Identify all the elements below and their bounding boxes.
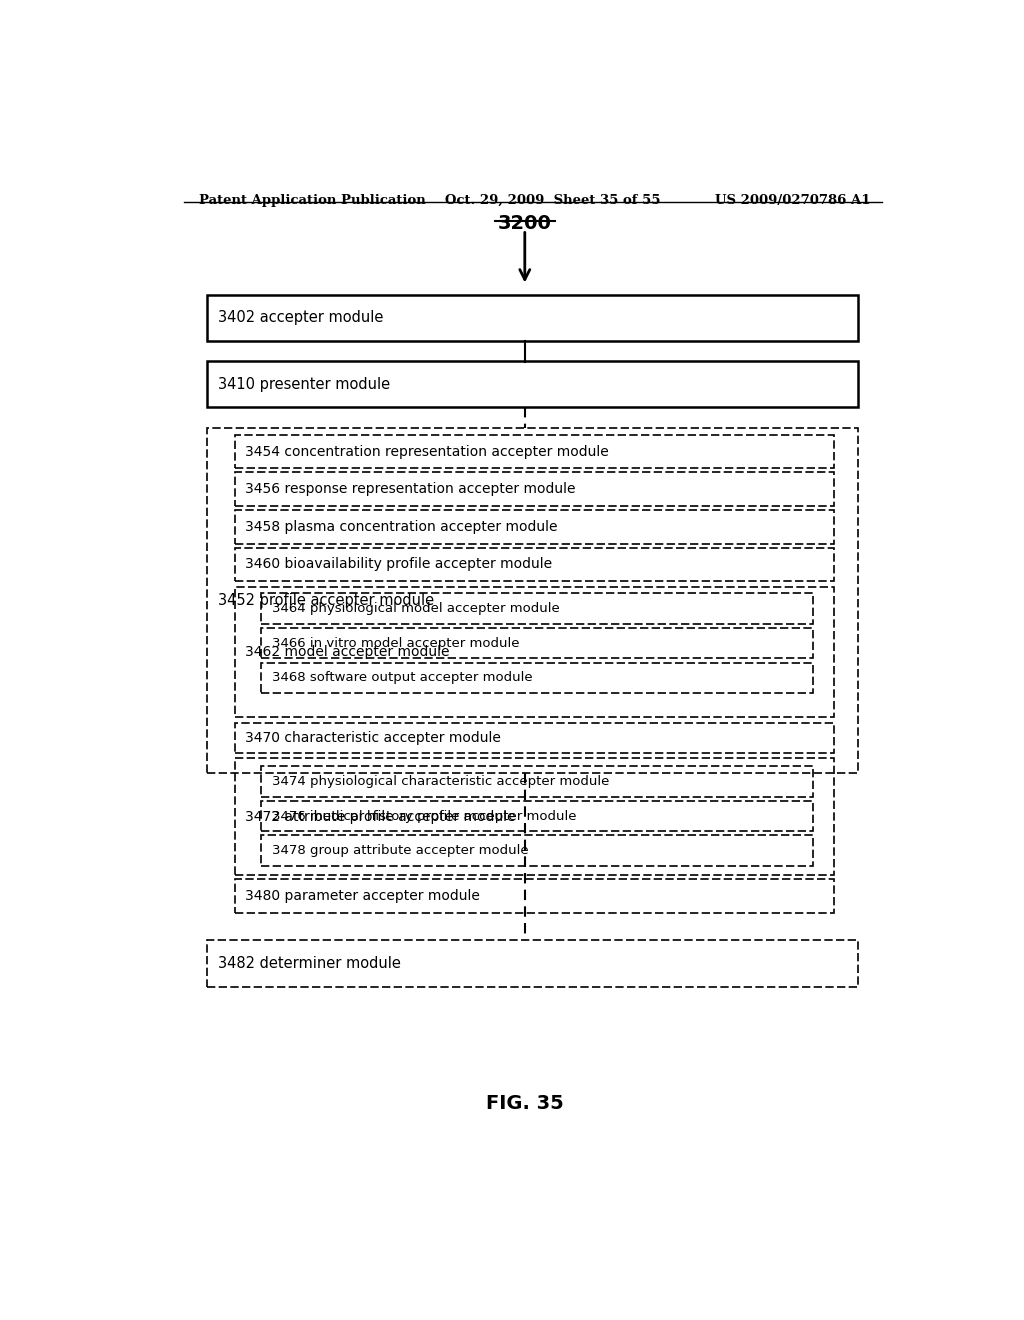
Text: 3458 plasma concentration accepter module: 3458 plasma concentration accepter modul… [246, 520, 558, 533]
Bar [236, 587, 835, 718]
Bar [261, 836, 813, 866]
Text: 3454 concentration representation accepter module: 3454 concentration representation accept… [246, 445, 609, 458]
Bar [261, 766, 813, 797]
Bar [236, 473, 835, 506]
Text: 3462 model accepter module: 3462 model accepter module [246, 645, 450, 660]
Text: 3480 parameter accepter module: 3480 parameter accepter module [246, 888, 480, 903]
Text: 3410 presenter module: 3410 presenter module [218, 376, 390, 392]
Text: 3466 in vitro model accepter module: 3466 in vitro model accepter module [271, 636, 519, 649]
Text: Oct. 29, 2009  Sheet 35 of 55: Oct. 29, 2009 Sheet 35 of 55 [445, 194, 660, 207]
Bar [236, 879, 835, 912]
Bar [236, 758, 835, 875]
Text: 3402 accepter module: 3402 accepter module [218, 310, 383, 326]
Text: 3468 software output accepter module: 3468 software output accepter module [271, 672, 532, 684]
Text: 3452 profile accepter module: 3452 profile accepter module [218, 593, 434, 609]
Bar [261, 801, 813, 832]
Text: 3474 physiological characteristic accepter module: 3474 physiological characteristic accept… [271, 775, 609, 788]
Bar [236, 434, 835, 469]
Bar [236, 548, 835, 581]
Bar [207, 360, 858, 408]
Bar [236, 722, 835, 752]
Bar [207, 940, 858, 987]
Text: 3476 medical history profile accepter module: 3476 medical history profile accepter mo… [271, 809, 577, 822]
Text: US 2009/0270786 A1: US 2009/0270786 A1 [715, 194, 870, 207]
Text: 3472 attribute profile accepter module: 3472 attribute profile accepter module [246, 809, 516, 824]
Text: 3200: 3200 [498, 214, 552, 234]
Bar [207, 294, 858, 342]
Text: 3470 characteristic accepter module: 3470 characteristic accepter module [246, 731, 502, 744]
Text: 3456 response representation accepter module: 3456 response representation accepter mo… [246, 482, 575, 496]
Bar [207, 428, 858, 774]
Text: 3482 determiner module: 3482 determiner module [218, 956, 400, 972]
Text: 3478 group attribute accepter module: 3478 group attribute accepter module [271, 843, 528, 857]
Bar [261, 594, 813, 624]
Bar [261, 628, 813, 659]
Text: Patent Application Publication: Patent Application Publication [200, 194, 426, 207]
Bar [261, 663, 813, 693]
Text: FIG. 35: FIG. 35 [486, 1094, 563, 1113]
Text: 3460 bioavailability profile accepter module: 3460 bioavailability profile accepter mo… [246, 557, 553, 572]
Bar [236, 510, 835, 544]
Text: 3464 physiological model accepter module: 3464 physiological model accepter module [271, 602, 559, 615]
